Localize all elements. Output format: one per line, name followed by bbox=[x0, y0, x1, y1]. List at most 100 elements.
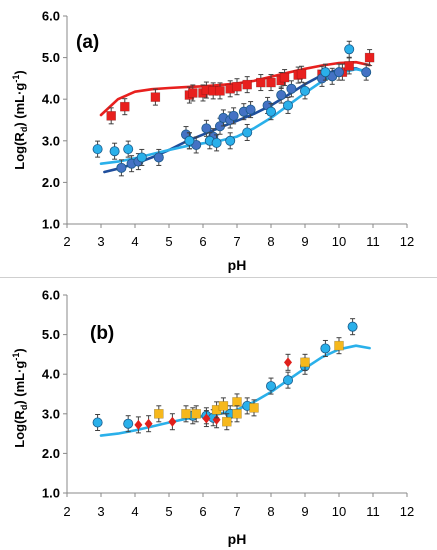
y-tick-label: 3.0 bbox=[42, 406, 60, 421]
x-tick-label: 9 bbox=[301, 234, 308, 249]
data-point bbox=[191, 405, 201, 423]
x-tick-label: 6 bbox=[199, 234, 206, 249]
circle-marker bbox=[333, 67, 344, 78]
y-tick-label: 4.0 bbox=[42, 92, 60, 107]
square-marker bbox=[232, 397, 242, 407]
diamond-marker bbox=[144, 418, 153, 429]
data-point bbox=[296, 65, 307, 83]
square-marker bbox=[191, 409, 201, 419]
data-point bbox=[364, 49, 375, 67]
y-tick-label: 3.0 bbox=[42, 133, 60, 148]
square-marker bbox=[300, 357, 310, 368]
square-marker bbox=[296, 69, 307, 80]
diamond-marker bbox=[134, 419, 143, 430]
data-point bbox=[334, 337, 344, 355]
square-marker bbox=[279, 72, 290, 83]
circle-marker bbox=[184, 135, 195, 146]
data-point bbox=[222, 413, 232, 431]
square-marker bbox=[150, 92, 161, 102]
square-marker bbox=[334, 340, 344, 351]
data-point bbox=[120, 98, 130, 116]
x-tick-label: 7 bbox=[233, 504, 240, 519]
y-tick-label: 1.0 bbox=[42, 217, 60, 232]
data-point bbox=[116, 159, 127, 177]
data-point bbox=[188, 84, 198, 102]
diamond-marker bbox=[168, 416, 177, 427]
square-marker bbox=[364, 52, 375, 63]
data-point bbox=[232, 405, 242, 423]
data-point bbox=[242, 76, 252, 94]
square-marker bbox=[120, 101, 130, 112]
data-point bbox=[320, 63, 331, 81]
panel-label: (a) bbox=[76, 32, 99, 53]
data-point bbox=[202, 410, 211, 428]
square-marker bbox=[242, 79, 252, 90]
x-axis-label: pH bbox=[228, 531, 247, 547]
circle-marker bbox=[92, 144, 103, 155]
circle-marker bbox=[201, 123, 212, 134]
x-tick-label: 2 bbox=[63, 504, 70, 519]
data-point bbox=[255, 74, 266, 92]
y-axis-label: Log(Rd) (mL·g-1) bbox=[11, 348, 29, 447]
circle-marker bbox=[109, 146, 120, 157]
circle-marker bbox=[228, 110, 239, 121]
circle-marker bbox=[123, 418, 134, 429]
square-marker bbox=[344, 61, 355, 71]
x-tick-label: 5 bbox=[165, 234, 172, 249]
data-point bbox=[109, 142, 120, 160]
diamond-marker bbox=[202, 413, 211, 424]
data-point bbox=[344, 40, 355, 58]
circle-marker bbox=[276, 90, 287, 101]
data-point bbox=[168, 413, 177, 431]
diamond-marker bbox=[284, 357, 292, 368]
data-point bbox=[320, 339, 331, 357]
data-point bbox=[228, 107, 239, 125]
data-point bbox=[286, 80, 297, 98]
circle-marker bbox=[282, 375, 293, 386]
data-point bbox=[279, 69, 290, 87]
data-point bbox=[153, 148, 164, 166]
panel-divider bbox=[0, 277, 437, 278]
data-point bbox=[92, 140, 103, 158]
circle-marker bbox=[344, 44, 355, 55]
square-marker bbox=[232, 409, 242, 419]
panel-label: (b) bbox=[90, 323, 114, 344]
square-marker bbox=[222, 416, 232, 427]
square-marker bbox=[232, 81, 242, 92]
y-tick-label: 2.0 bbox=[42, 175, 60, 190]
data-point bbox=[215, 82, 225, 100]
circle-marker bbox=[245, 104, 256, 115]
x-axis-label: pH bbox=[228, 257, 247, 273]
data-point bbox=[150, 88, 161, 106]
chart-panel-a: 2 3 4 5 6 7 8 9 10 11 121.02.03.04.05.06.0 (a) pH … bbox=[11, 9, 414, 274]
y-axis-label: Log(Rd) (mL·g-1) bbox=[11, 70, 29, 169]
x-tick-label: 2 bbox=[63, 234, 70, 249]
data-point bbox=[123, 140, 134, 158]
x-tick-label: 11 bbox=[366, 504, 380, 519]
data-point bbox=[361, 63, 372, 81]
square-marker bbox=[154, 409, 164, 419]
square-marker bbox=[218, 401, 229, 411]
data-point bbox=[284, 353, 292, 371]
y-tick-label: 6.0 bbox=[42, 9, 60, 24]
data-point bbox=[211, 134, 222, 152]
y-tick-label: 5.0 bbox=[42, 50, 60, 65]
data-point bbox=[106, 107, 116, 125]
y-tick-label: 6.0 bbox=[42, 288, 60, 303]
data-point bbox=[154, 405, 164, 423]
x-tick-label: 4 bbox=[131, 234, 138, 249]
circle-marker bbox=[136, 152, 147, 163]
square-marker bbox=[181, 409, 191, 419]
circle-marker bbox=[123, 144, 134, 155]
circle-marker bbox=[361, 67, 372, 78]
circle-marker bbox=[320, 343, 331, 354]
circle-marker bbox=[242, 127, 253, 138]
data-point bbox=[245, 101, 256, 119]
data-point bbox=[282, 96, 293, 114]
x-tick-label: 11 bbox=[366, 234, 380, 249]
square-marker bbox=[188, 88, 198, 98]
data-point bbox=[134, 416, 143, 434]
data-point bbox=[299, 82, 310, 100]
data-point bbox=[144, 415, 153, 433]
